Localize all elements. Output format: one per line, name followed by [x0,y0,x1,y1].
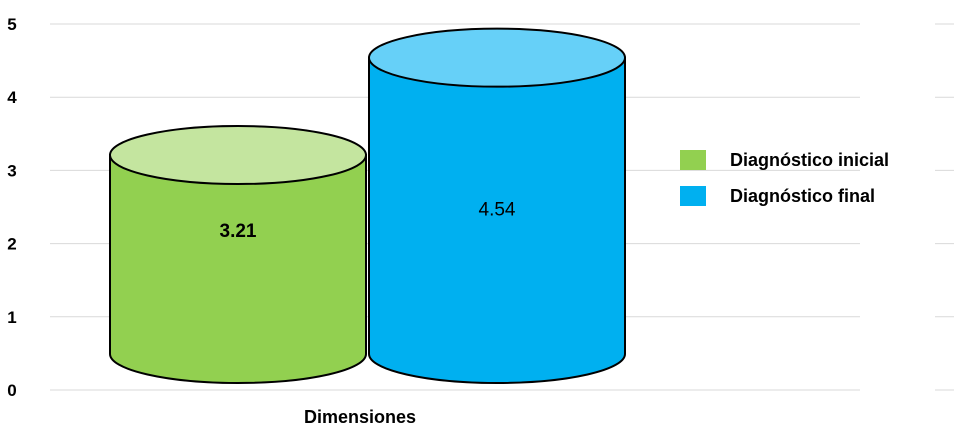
bar-top [368,27,626,88]
bar: 3.21 [109,125,367,384]
legend-item: Diagnóstico final [680,186,875,206]
y-tick-label: 3 [7,161,16,180]
y-tick-label: 2 [7,235,16,254]
legend-label: Diagnóstico inicial [730,150,889,170]
y-axis-ticks: 0 1 2 3 4 5 [7,15,17,400]
y-tick-label: 1 [7,308,16,327]
bar-top [109,125,367,186]
legend-label: Diagnóstico final [730,186,875,206]
y-tick-label: 4 [7,88,17,107]
y-tick-label: 0 [7,381,16,400]
legend-swatch [680,150,706,170]
bar: 4.54 [368,27,626,384]
x-axis-label: Dimensiones [304,407,416,427]
data-label: 4.54 [479,200,516,221]
bars: 3.21 4.54 [109,27,626,384]
legend-swatch [680,186,706,206]
legend-item: Diagnóstico inicial [680,150,889,170]
legend: Diagnóstico inicial Diagnóstico final [680,150,889,206]
bar-body [368,56,626,384]
bar-body [109,154,367,384]
data-label: 3.21 [220,221,257,242]
y-tick-label: 5 [7,15,16,34]
